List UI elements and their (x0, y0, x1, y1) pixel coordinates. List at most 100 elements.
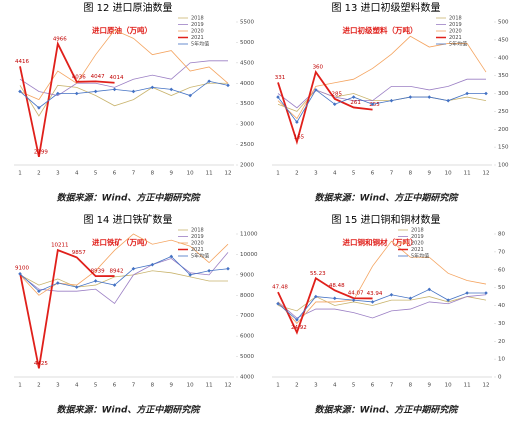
legend-label: 2021 (191, 35, 204, 41)
caption: 图 13 进口初级塑料数量 (331, 1, 440, 14)
x-tick-label: 12 (483, 383, 490, 389)
x-tick-label: 3 (314, 383, 318, 389)
legend-label: 2020 (411, 241, 424, 247)
chart-title: 进口原油（万吨） (92, 25, 152, 35)
x-tick-label: 7 (132, 383, 136, 389)
source: 数据来源：Wind、方正中期研究院 (57, 405, 202, 416)
y-tick-label: 350 (498, 73, 509, 79)
marker (389, 292, 394, 297)
y-tick-label: 4000 (240, 81, 254, 87)
marker (408, 95, 413, 99)
value-label: 331 (275, 75, 286, 81)
series-line (277, 294, 487, 319)
x-tick-label: 2 (295, 383, 299, 389)
y-tick-label: 150 (498, 145, 509, 151)
marker (389, 98, 394, 103)
value-label: 9100 (15, 265, 29, 271)
marker (295, 120, 299, 124)
value-label: 48.48 (329, 283, 345, 289)
x-tick-label: 5 (94, 383, 98, 389)
legend-label: 5年均值 (191, 41, 209, 48)
marker (226, 266, 230, 271)
y-tick-label: 4500 (240, 60, 254, 66)
legend-label: 2021 (411, 247, 424, 253)
x-tick-label: 5 (352, 171, 356, 177)
y-tick-label: 300 (498, 91, 509, 97)
x-tick-label: 11 (206, 171, 213, 177)
y-tick-label: 500 (498, 20, 509, 26)
marker (56, 91, 60, 96)
value-label: 4014 (110, 75, 124, 81)
y-tick-label: 30 (498, 321, 505, 327)
x-tick-label: 9 (428, 383, 432, 389)
series-line (19, 60, 228, 96)
legend-label: 2018 (449, 16, 462, 22)
y-tick-label: 250 (498, 109, 509, 115)
value-label: 47.48 (272, 285, 288, 291)
y-tick-label: 40 (498, 303, 505, 309)
series-line (277, 69, 373, 145)
series-line (277, 288, 486, 321)
legend-label: 2019 (191, 234, 204, 240)
x-tick-label: 1 (18, 171, 22, 177)
x-tick-label: 9 (170, 383, 174, 389)
legend-label: 2020 (191, 29, 204, 35)
x-tick-label: 8 (151, 383, 155, 389)
source: 数据来源：Wind、方正中期研究院 (315, 405, 460, 416)
legend-label: 2021 (449, 35, 462, 41)
y-tick-label: 3500 (240, 101, 254, 107)
value-label: 10211 (51, 243, 69, 249)
marker (207, 79, 211, 84)
value-label: 360 (313, 65, 324, 71)
marker (332, 102, 337, 107)
value-label: 55.23 (310, 271, 326, 277)
marker (150, 85, 155, 90)
marker (314, 294, 318, 299)
y-tick-label: 400 (498, 55, 509, 61)
marker (37, 106, 41, 110)
legend-label: 2018 (191, 16, 204, 22)
marker (446, 98, 450, 103)
series-line (277, 35, 487, 120)
marker (484, 91, 488, 96)
x-tick-label: 12 (225, 171, 232, 177)
y-tick-label: 10000 (240, 252, 258, 258)
series-line (19, 80, 229, 109)
value-label: 8939 (91, 269, 105, 275)
y-tick-label: 20 (498, 339, 505, 345)
value-label: 4047 (91, 74, 105, 80)
y-tick-label: 2000 (240, 163, 254, 169)
x-tick-label: 3 (56, 171, 60, 177)
y-tick-label: 100 (498, 163, 509, 169)
x-tick-label: 4 (333, 383, 337, 389)
marker (370, 300, 375, 304)
x-tick-label: 4 (75, 171, 79, 177)
x-tick-label: 1 (276, 171, 280, 177)
marker (276, 95, 280, 99)
marker (150, 262, 155, 267)
x-tick-label: 12 (483, 171, 490, 177)
series-line (19, 255, 229, 292)
legend-label: 2019 (411, 234, 424, 240)
value-label: 4425 (34, 361, 48, 367)
series-line (277, 296, 487, 312)
legend-label: 5年均值 (191, 253, 209, 260)
x-tick-label: 9 (428, 171, 432, 177)
y-tick-label: 80 (498, 232, 505, 238)
chart-title: 进口初级塑料（万吨） (343, 25, 418, 35)
legend-label: 5年均值 (449, 41, 467, 48)
y-tick-label: 60 (498, 267, 505, 273)
y-tick-label: 7000 (240, 313, 254, 319)
x-tick-label: 11 (464, 383, 471, 389)
value-label: 8942 (110, 269, 124, 275)
marker (207, 268, 211, 273)
y-tick-label: 3000 (240, 122, 254, 128)
chart-title: 进口铁矿（万吨） (92, 237, 152, 247)
x-tick-label: 9 (170, 171, 174, 177)
marker (188, 93, 192, 98)
series-line (277, 78, 486, 109)
y-tick-label: 450 (498, 37, 509, 43)
